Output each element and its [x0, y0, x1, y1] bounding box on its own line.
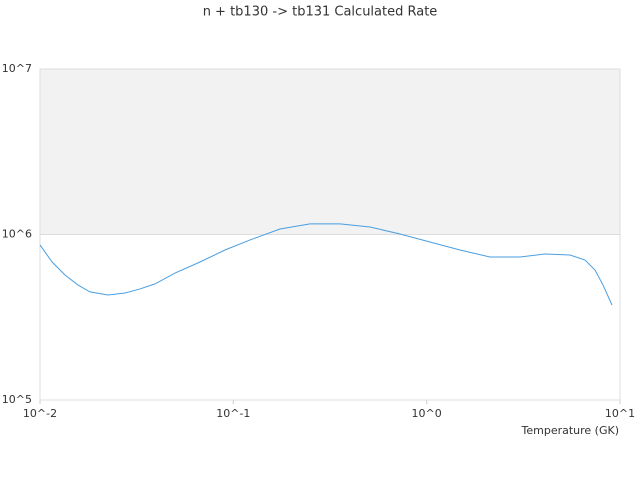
- plot-border: [39, 68, 621, 401]
- y-tick-label: 10^7: [2, 62, 32, 75]
- plot-band: [40, 69, 620, 235]
- y-tick-label: 10^5: [2, 393, 32, 406]
- x-tick-label: 10^0: [412, 407, 442, 420]
- x-tick-label: 10^-2: [23, 407, 57, 420]
- x-axis-label: Temperature (GK): [521, 424, 620, 437]
- x-tick-label: 10^-1: [216, 407, 250, 420]
- chart-title: n + tb130 -> tb131 Calculated Rate: [203, 5, 438, 20]
- y-tick-label: 10^6: [2, 228, 32, 241]
- x-tick-label: 10^1: [605, 407, 635, 420]
- data-line: [39, 223, 613, 306]
